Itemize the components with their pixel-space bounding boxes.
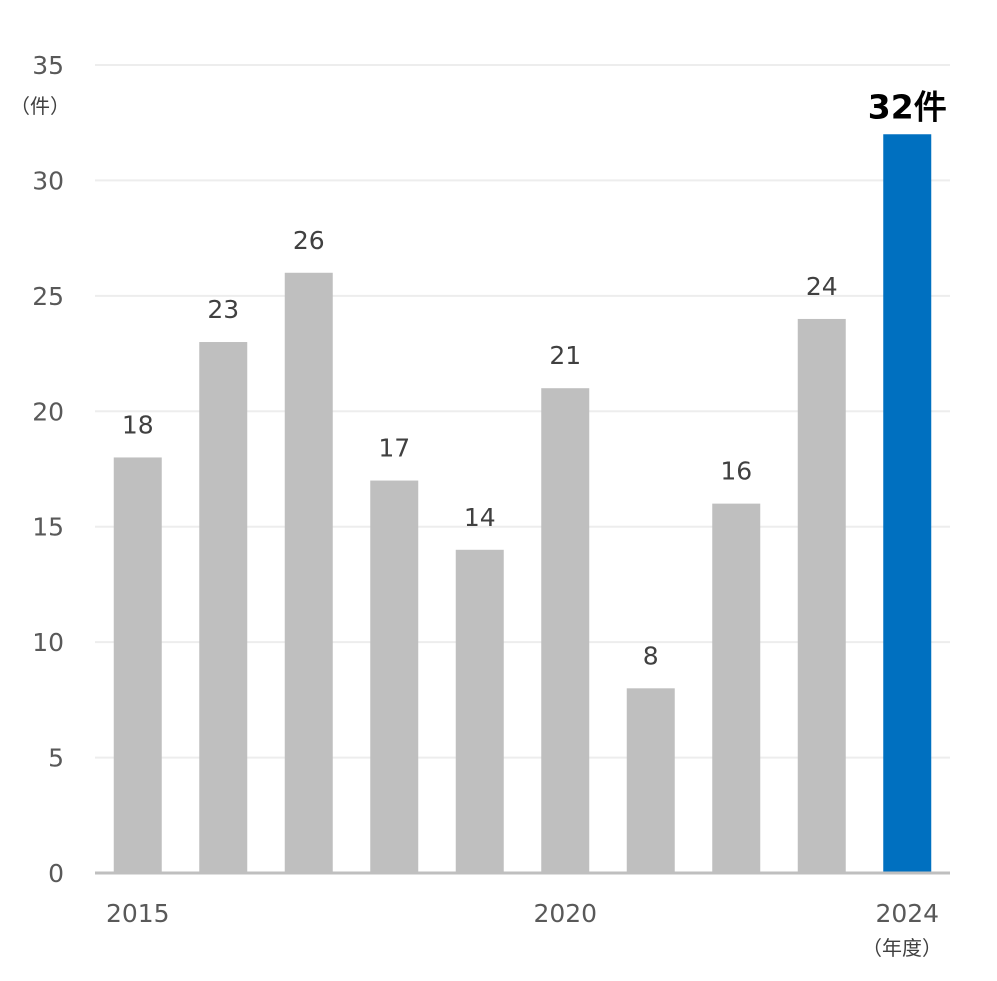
bar — [113, 457, 162, 873]
bar-value-label: 14 — [464, 503, 496, 532]
bar — [712, 503, 761, 873]
bar-value-label: 23 — [207, 295, 239, 324]
bar — [284, 272, 333, 873]
y-tick-label: 5 — [48, 744, 64, 773]
labels: 0 5 10 15 20 25 30 35 18 2015 23 26 17 14 21 2020 8 16 24 3… — [32, 51, 947, 928]
bar-value-label: 21 — [549, 341, 581, 370]
x-tick-label: 2024 — [875, 899, 939, 928]
y-tick-label: 25 — [32, 282, 64, 311]
y-tick-label: 30 — [32, 166, 64, 195]
bar-value-label: 24 — [806, 272, 838, 301]
bar-value-label: 18 — [122, 410, 154, 439]
y-axis-unit-label: （件） — [10, 94, 70, 118]
x-tick-label: 2020 — [533, 899, 597, 928]
y-tick-label: 35 — [32, 51, 64, 80]
bar-highlight — [883, 134, 932, 873]
y-tick-label: 10 — [32, 628, 64, 657]
y-tick-label: 20 — [32, 397, 64, 426]
bar — [626, 688, 675, 873]
bar — [797, 318, 846, 873]
bar-value-label: 8 — [643, 641, 659, 670]
bar — [455, 549, 504, 873]
x-tick-label: 2015 — [106, 899, 170, 928]
y-tick-label: 0 — [48, 859, 64, 888]
bar — [199, 342, 248, 873]
bar-value-label: 16 — [720, 457, 752, 486]
bar — [370, 480, 419, 873]
bar — [541, 388, 590, 873]
bar-value-label: 17 — [378, 434, 410, 463]
x-axis-unit-label: （年度） — [862, 936, 942, 960]
bar-value-label: 26 — [293, 226, 325, 255]
highlight-value-label: 32件 — [868, 87, 947, 126]
y-tick-label: 15 — [32, 513, 64, 542]
bars — [113, 134, 932, 873]
